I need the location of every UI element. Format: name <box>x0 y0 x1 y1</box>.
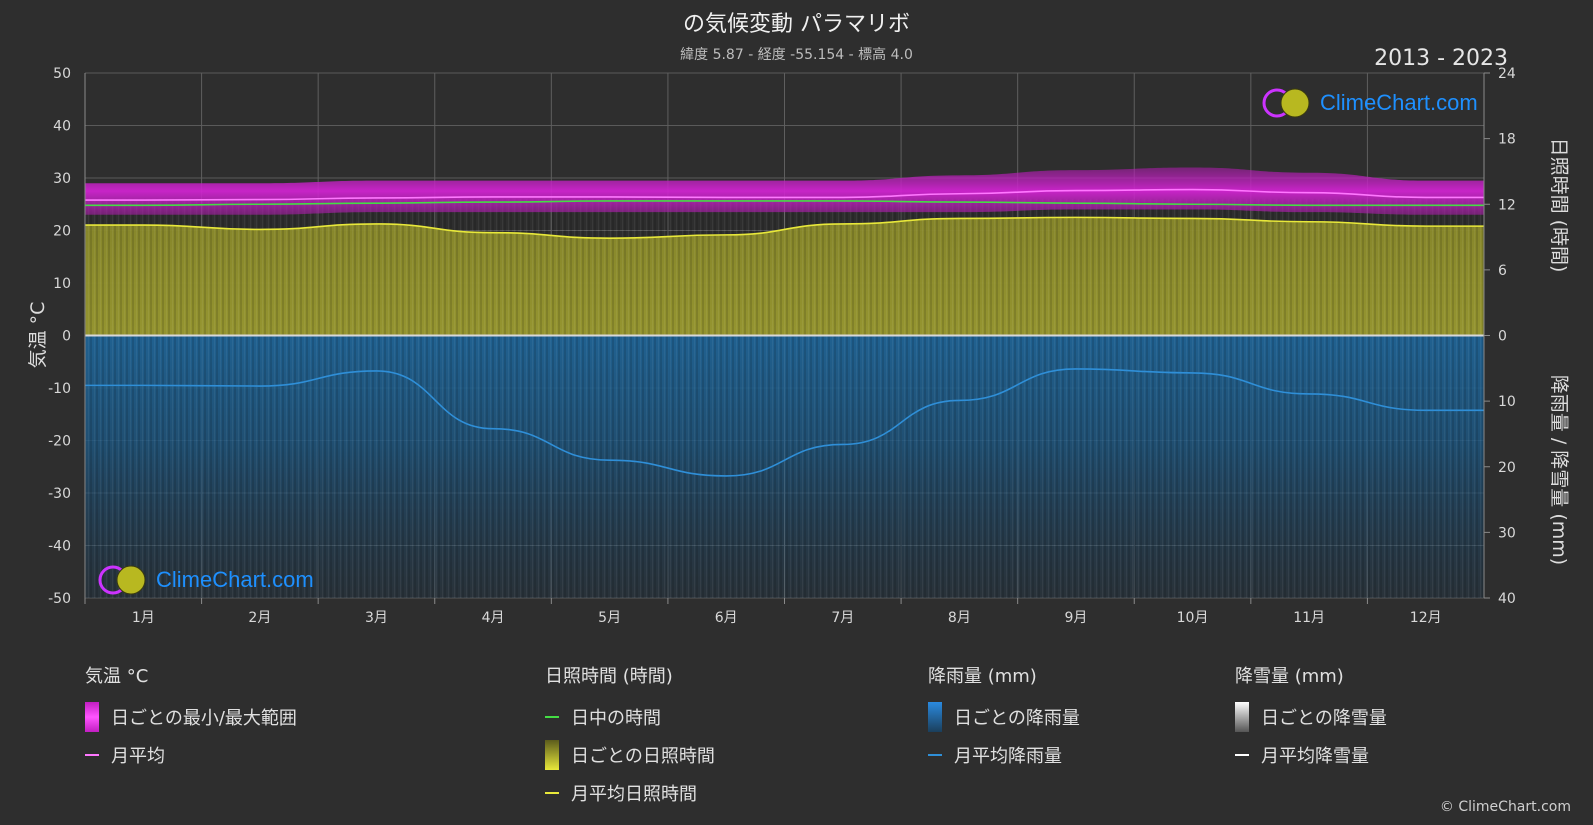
tick-label-right-top: 0 <box>1498 329 1507 345</box>
legend-item: 月平均日照時間 <box>545 774 715 812</box>
temp-range-swatch <box>85 702 99 732</box>
tick-label-left: -30 <box>48 486 71 502</box>
chart-title: の気候変動 パラマリボ <box>683 12 910 37</box>
tick-label-month: 1月 <box>132 610 155 626</box>
legend-title: 日照時間 (時間) <box>545 666 673 687</box>
temp-avg-swatch <box>85 754 99 756</box>
tick-label-left: 20 <box>53 224 71 240</box>
tick-label-month: 6月 <box>715 610 738 626</box>
legend-item: 月平均降雨量 <box>928 736 1080 774</box>
tick-label-left: 40 <box>53 119 71 135</box>
rain-avg-swatch <box>928 754 942 756</box>
tick-label-right-bottom: 10 <box>1498 394 1516 410</box>
legend-item: 月平均降雪量 <box>1235 736 1387 774</box>
y-axis-left-label: 気温 °C <box>27 302 49 369</box>
tick-label-month: 9月 <box>1064 610 1087 626</box>
tick-label-month: 12月 <box>1410 610 1442 626</box>
tick-label-month: 11月 <box>1293 610 1325 626</box>
legend-temperature: 気温 °C 日ごとの最小/最大範囲 月平均 <box>85 662 297 774</box>
legend-rain: 降雨量 (mm) 日ごとの降雨量 月平均降雨量 <box>928 662 1080 774</box>
legend-label: 月平均日照時間 <box>571 784 697 805</box>
brand-logo-top[interactable]: ClimeChart.com <box>1260 86 1478 120</box>
tick-label-right-bottom: 30 <box>1498 525 1516 541</box>
legend-item: 日ごとの降雪量 <box>1235 698 1387 736</box>
series-lines <box>84 188 1484 477</box>
climate-chart: 50 40 30 20 10 0 -10 -20 -30 -40 -50 24 18 12 6 0 10 20 30… <box>27 66 1570 626</box>
sunshine-daily-texture <box>85 198 1484 336</box>
daylight-swatch <box>545 716 559 718</box>
brand-logo-bottom[interactable]: ClimeChart.com <box>96 563 314 597</box>
legend-item: 日ごとの最小/最大範囲 <box>85 698 297 736</box>
legend-item: 日中の時間 <box>545 698 715 736</box>
sunshine-avg-swatch <box>545 792 559 794</box>
legend-label: 日中の時間 <box>571 708 661 729</box>
legend-snow: 降雪量 (mm) 日ごとの降雪量 月平均降雪量 <box>1235 662 1387 774</box>
rain-daily-swatch <box>928 702 942 732</box>
copyright: © ClimeChart.com <box>1439 799 1571 815</box>
legend-title: 降雨量 (mm) <box>928 666 1037 687</box>
legend-title: 気温 °C <box>85 666 149 687</box>
tick-label-right-top: 24 <box>1498 66 1516 82</box>
tick-label-right-bottom: 40 <box>1498 591 1516 607</box>
sunshine-daily-swatch <box>545 740 559 770</box>
chart-subtitle: 緯度 5.87 - 経度 -55.154 - 標高 4.0 <box>680 47 913 63</box>
year-range: 2013 - 2023 <box>1374 46 1508 71</box>
tick-label-left: -50 <box>48 591 71 607</box>
tick-label-right-top: 6 <box>1498 263 1507 279</box>
tick-label-month: 2月 <box>248 610 271 626</box>
snow-avg-swatch <box>1235 754 1249 756</box>
tick-label-left: 30 <box>53 171 71 187</box>
series-line-月平均降雨量 <box>85 368 1484 477</box>
climechart-logo-icon <box>98 565 146 595</box>
legend-item: 月平均 <box>85 736 297 774</box>
snow-daily-swatch <box>1235 702 1249 732</box>
tick-label-month: 3月 <box>365 610 388 626</box>
series-line-月平均 <box>85 188 1484 201</box>
tick-label-right-top: 12 <box>1498 197 1516 213</box>
legend-label: 日ごとの最小/最大範囲 <box>111 708 297 729</box>
legend-label: 日ごとの降雨量 <box>954 708 1080 729</box>
series-line-日中の時間 <box>84 200 1484 207</box>
logo-text: ClimeChart.com <box>156 567 314 592</box>
area-fills <box>85 167 1484 598</box>
climechart-logo-icon <box>1262 88 1310 118</box>
tick-label-left: 10 <box>53 276 71 292</box>
legend-item: 日ごとの降雨量 <box>928 698 1080 736</box>
legend-item: 日ごとの日照時間 <box>545 736 715 774</box>
tick-label-month: 10月 <box>1177 610 1209 626</box>
legend-title: 降雪量 (mm) <box>1235 666 1344 687</box>
tick-label-left: 50 <box>53 66 71 82</box>
tick-label-month: 5月 <box>598 610 621 626</box>
tick-label-left: -20 <box>48 434 71 450</box>
legend-label: 日ごとの日照時間 <box>571 746 715 767</box>
legend-sunshine: 日照時間 (時間) 日中の時間 日ごとの日照時間 月平均日照時間 <box>545 662 715 812</box>
axes: 50 40 30 20 10 0 -10 -20 -30 -40 -50 24 18 12 6 0 10 20 30… <box>48 66 1516 626</box>
tick-label-left: 0 <box>62 329 71 345</box>
tick-label-month: 8月 <box>948 610 971 626</box>
legend-label: 日ごとの降雪量 <box>1261 708 1387 729</box>
legend-label: 月平均降雨量 <box>954 746 1062 767</box>
legend-label: 月平均降雪量 <box>1261 746 1369 767</box>
tick-label-left: -40 <box>48 539 71 555</box>
y-axis-right-top-label: 日照時間 (時間) <box>1548 138 1570 273</box>
tick-label-month: 4月 <box>482 610 505 626</box>
series-line-月平均日照時間 <box>84 216 1484 239</box>
tick-label-month: 7月 <box>831 610 854 626</box>
tick-label-left: -10 <box>48 381 71 397</box>
legend-label: 月平均 <box>111 746 165 767</box>
tick-label-right-bottom: 20 <box>1498 460 1516 476</box>
rain-daily-texture <box>85 335 1484 598</box>
tick-label-right-top: 18 <box>1498 132 1516 148</box>
logo-text: ClimeChart.com <box>1320 90 1478 115</box>
y-axis-right-bottom-label: 降雨量 / 降雪量 (mm) <box>1548 375 1570 565</box>
